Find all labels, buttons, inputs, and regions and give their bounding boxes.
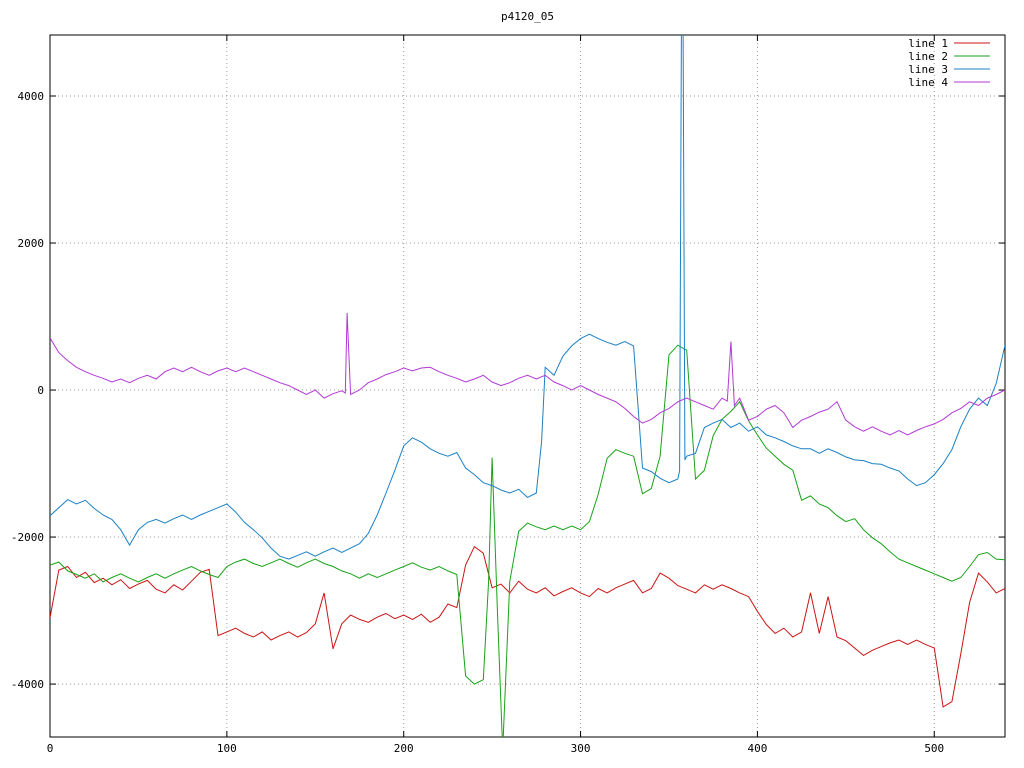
x-tick-label: 200 xyxy=(394,742,414,755)
series-line-1 xyxy=(50,545,1005,708)
series-line-3 xyxy=(50,35,1005,560)
y-tick-label: -2000 xyxy=(11,531,44,544)
y-tick-label: 0 xyxy=(37,384,44,397)
y-tick-label: 2000 xyxy=(18,237,45,250)
series-line-4 xyxy=(50,312,1005,436)
chart-title: p4120_05 xyxy=(501,10,554,23)
plot-border xyxy=(49,34,1006,738)
x-tick-label: 400 xyxy=(747,742,767,755)
legend-label: line 2 xyxy=(908,50,948,63)
legend-label: line 4 xyxy=(908,76,948,89)
y-tick-label: -4000 xyxy=(11,678,44,691)
legend-label: line 3 xyxy=(908,63,948,76)
y-tick-label: 4000 xyxy=(18,90,45,103)
x-tick-label: 0 xyxy=(47,742,54,755)
x-tick-label: 500 xyxy=(924,742,944,755)
x-tick-label: 100 xyxy=(217,742,237,755)
x-tick-label: 300 xyxy=(571,742,591,755)
legend-label: line 1 xyxy=(908,37,948,50)
series-line-2 xyxy=(50,344,1005,737)
series-group xyxy=(50,35,1005,737)
